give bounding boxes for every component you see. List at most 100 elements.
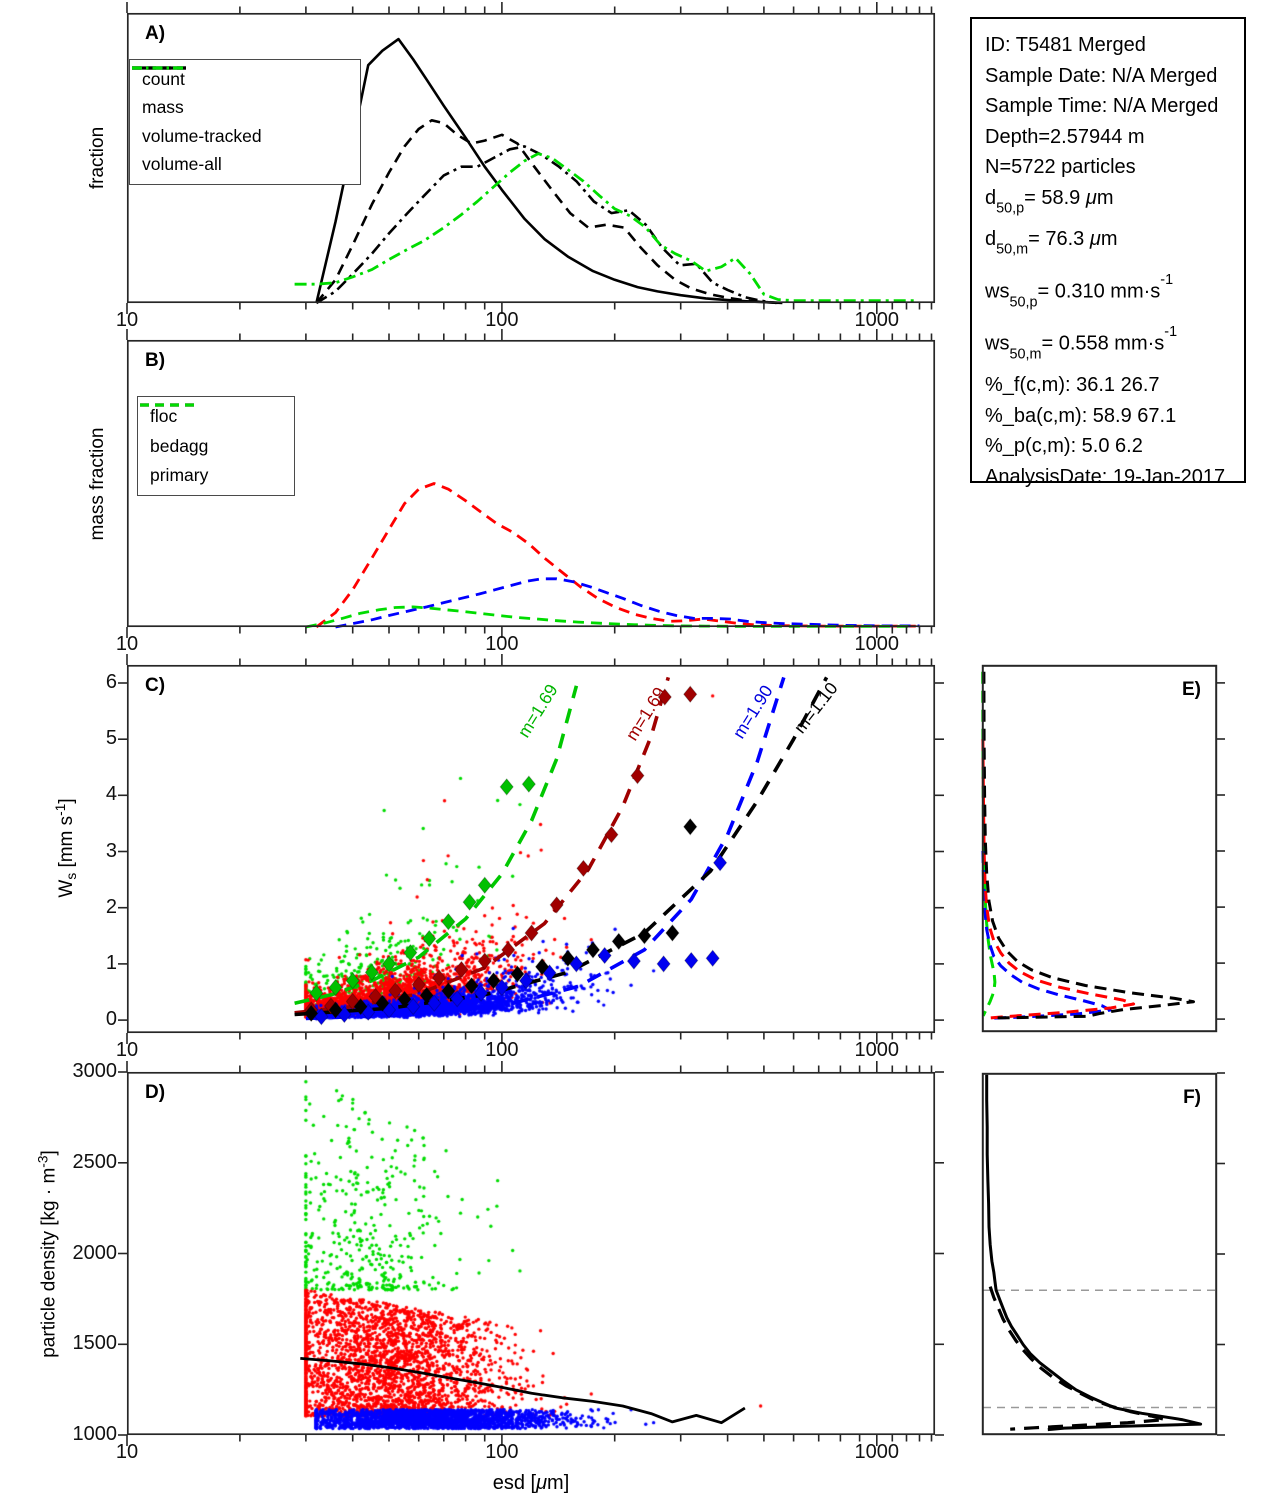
series-volume-all <box>294 152 915 303</box>
panel-letter-b: B) <box>145 350 166 371</box>
text-segment: d <box>985 227 997 250</box>
panel-d-particle-density: D) <box>118 1061 944 1446</box>
series-bedagg-ws-dist <box>981 738 1136 1020</box>
median-diamond-floc-medians <box>684 951 699 970</box>
legend-label: floc <box>150 406 178 426</box>
median-diamond-all-medians <box>328 1001 343 1019</box>
median-diamond-bedagg-medians <box>411 975 426 994</box>
y-tick-label: 3000 <box>72 1060 118 1082</box>
x-tick-label: 10 <box>115 1441 139 1463</box>
y-tick-label: 2500 <box>72 1150 118 1173</box>
text-segment: Depth=2.57944 m <box>985 125 1145 148</box>
legend-label: bedagg <box>150 435 209 456</box>
text-segment: ] <box>55 798 77 804</box>
median-diamond-primary-medians <box>345 971 360 990</box>
panel-letter-e: E) <box>1182 679 1201 700</box>
info-line: Depth=2.57944 m <box>985 122 1238 153</box>
median-diamond-all-medians <box>510 965 525 983</box>
info-box: ID: T5481 Merged Sample Date: N/A Merged S… <box>970 17 1246 488</box>
info-line: ID: T5481 Merged <box>985 30 1238 61</box>
median-diamond-bedagg-medians <box>604 825 619 844</box>
median-diamond-all-medians <box>353 997 368 1016</box>
panel-letter-c: C) <box>145 675 166 696</box>
legend-a-item-volume-all: volume-all <box>132 66 348 175</box>
text-segment: -1 <box>1164 324 1178 341</box>
series-volume-tracked <box>315 145 777 305</box>
text-segment: d <box>985 186 997 209</box>
series-floc-ws-dist <box>981 850 1112 1020</box>
median-diamond-bedagg-medians <box>524 924 539 942</box>
series-bedagg <box>315 482 920 629</box>
fit-curve-all-fit m=1.10 <box>294 676 829 1017</box>
info-line: %_p(c,m): 5.0 6.2 <box>985 431 1238 462</box>
median-diamond-floc-medians <box>712 853 728 872</box>
text-segment: 50,m <box>996 241 1029 258</box>
median-diamond-bedagg-medians <box>501 941 516 959</box>
x-tick-label: 100 <box>485 309 519 331</box>
legend-label: mass <box>142 97 184 118</box>
median-diamond-all-medians <box>464 977 479 995</box>
panel-letter-d: D) <box>145 1082 166 1103</box>
panel-e-plot <box>981 664 1225 1033</box>
median-diamond-all-medians <box>683 818 698 836</box>
info-line: %_f(c,m): 36.1 26.7 <box>985 370 1238 401</box>
median-diamond-all-medians <box>486 971 501 990</box>
text-segment: m] <box>547 1472 570 1494</box>
median-diamond-bedagg-medians <box>388 982 403 1000</box>
text-segment: %_ba(c,m): 58.9 67.1 <box>985 404 1177 427</box>
text-segment: m <box>1096 186 1114 209</box>
mass-fraction-axis-label: mass fraction <box>87 428 109 541</box>
legend-line-sample <box>132 66 186 70</box>
legend-a-item-mass: mass <box>132 66 348 118</box>
legend-label: volume-all <box>142 153 222 174</box>
settling-velocity-axis-label: Ws [mm s-1] <box>53 798 79 897</box>
legend-a-item-volume-tracked: volume-tracked <box>132 66 348 147</box>
panel-f-plot <box>981 1072 1225 1436</box>
info-line: d50,p= 58.9 μm <box>985 183 1238 224</box>
x-tick-label: 100 <box>485 1441 519 1463</box>
fit-curve-floc-fit m=1.90 <box>305 676 786 1021</box>
median-diamond-primary-medians <box>381 955 397 973</box>
info-line: ws50,m= 0.558 mm·s-1 <box>985 317 1238 370</box>
text-segment: μ <box>1085 186 1097 209</box>
median-diamond-all-medians <box>304 1004 319 1023</box>
median-diamond-floc-medians <box>518 971 534 990</box>
text-segment: %_f(c,m): 36.1 26.7 <box>985 374 1160 397</box>
series-all-ws-dist <box>982 671 1195 1020</box>
median-diamond-bedagg-medians <box>657 688 672 706</box>
density-median-line <box>300 1357 746 1425</box>
x-tick-label: 100 <box>485 633 519 655</box>
median-diamond-all-medians <box>637 927 652 945</box>
y-tick-label: 1500 <box>72 1332 118 1355</box>
panel-c-settling-velocity: C) m=1.69 m=1.69 m=1.90 m=1.10 <box>118 654 944 1044</box>
series-density-dist-dashed <box>988 1286 1167 1431</box>
x-tick-label: 1000 <box>854 1441 900 1463</box>
y-tick-label: 1000 <box>72 1423 118 1445</box>
panel-letter-a: A) <box>145 23 166 44</box>
text-segment: ws <box>985 280 1010 303</box>
panel-d-scatter <box>127 1072 935 1435</box>
legend-b-item-primary: primary <box>140 403 282 486</box>
text-segment: ws <box>985 333 1010 356</box>
median-diamond-primary-medians <box>441 912 456 931</box>
median-diamond-all-medians <box>397 990 412 1009</box>
text-segment: W <box>55 879 77 898</box>
x-tick-label: 10 <box>115 1039 139 1061</box>
median-diamond-primary-medians <box>499 778 514 796</box>
median-diamond-floc-medians <box>597 946 612 965</box>
info-line: Sample Date: N/A Merged <box>985 61 1238 92</box>
median-diamond-all-medians <box>611 932 626 951</box>
y-tick-label: 2 <box>105 895 117 918</box>
legend-label: volume-tracked <box>142 125 262 146</box>
y-tick-label: 5 <box>105 727 117 750</box>
panel-letter-f: F) <box>1183 1087 1201 1108</box>
legend-label: count <box>142 69 185 89</box>
info-line: d50,m= 76.3 μm <box>985 224 1238 265</box>
median-diamond-primary-medians <box>477 876 492 895</box>
text-segment: = 0.310 mm·s <box>1037 280 1161 303</box>
median-diamond-all-medians <box>665 924 680 942</box>
median-diamond-all-medians <box>441 982 456 1000</box>
fraction-axis-label: fraction <box>87 127 109 189</box>
legend-label: primary <box>150 465 209 485</box>
